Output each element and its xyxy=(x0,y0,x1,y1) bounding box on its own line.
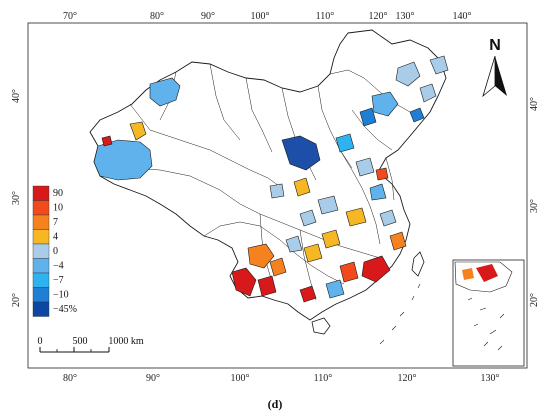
region-sw-lightblue xyxy=(285,235,303,253)
legend-swatch xyxy=(32,229,50,245)
scale-label: 500 xyxy=(73,336,88,347)
region-sw-red-2 xyxy=(257,275,277,297)
region-se-lightblue xyxy=(379,209,397,227)
taiwan-island xyxy=(411,251,425,277)
region-se-red-3 xyxy=(299,285,317,303)
east-islands xyxy=(379,283,421,345)
legend-swatch xyxy=(32,200,50,216)
legend-label: 0 xyxy=(53,246,58,257)
top-tick-label: 90° xyxy=(201,11,215,22)
legend-swatch xyxy=(32,185,50,201)
region-central-blue xyxy=(369,183,387,201)
legend-swatch xyxy=(32,287,50,303)
south-china-sea-inset xyxy=(452,259,525,367)
legend-swatch xyxy=(32,272,50,288)
china-landmass xyxy=(89,29,447,335)
region-orange-west xyxy=(129,121,147,141)
region-central-orange-3 xyxy=(321,229,341,249)
legend: 90 10 7 4 0 −4 −7 −10 −45% xyxy=(32,185,77,317)
region-red-west xyxy=(101,135,113,147)
region-central-lightblue-2 xyxy=(317,195,339,215)
legend-label: 10 xyxy=(53,203,63,214)
inset-islands xyxy=(467,297,505,351)
legend-label: 7 xyxy=(53,217,58,228)
region-central-orange-1 xyxy=(293,177,311,197)
region-ne-cyan xyxy=(335,133,355,153)
left-tick-label: 30° xyxy=(11,191,22,205)
region-ne-blue-3 xyxy=(409,107,425,123)
top-tick-label: 140° xyxy=(453,11,472,22)
region-ne-lightblue-2 xyxy=(419,83,437,103)
right-tick-label: 20° xyxy=(529,293,540,307)
right-axis: 40° 30° 20° xyxy=(529,97,540,307)
bottom-tick-label: 80° xyxy=(63,373,77,384)
legend-label: −7 xyxy=(53,275,64,286)
region-central-lightblue-4 xyxy=(355,157,375,177)
left-tick-label: 40° xyxy=(11,89,22,103)
region-sw-orange xyxy=(247,243,275,269)
left-axis: 40° 30° 20° xyxy=(11,89,22,307)
hainan-island xyxy=(311,317,331,335)
bottom-tick-label: 100° xyxy=(231,373,250,384)
top-tick-label: 100° xyxy=(251,11,270,22)
china-outline xyxy=(89,29,447,321)
legend-swatch xyxy=(32,258,50,274)
region-se-blue xyxy=(325,279,345,299)
region-darkblue-central xyxy=(281,135,321,171)
legend-swatch xyxy=(32,214,50,230)
region-ne-blue-2 xyxy=(359,107,377,127)
left-tick-label: 20° xyxy=(11,293,22,307)
top-tick-label: 70° xyxy=(63,11,77,22)
scale-label: 0 xyxy=(38,336,43,347)
top-tick-label: 120° xyxy=(369,11,388,22)
region-central-orange-2 xyxy=(345,207,367,227)
inset-orange xyxy=(462,268,474,280)
colored-regions xyxy=(93,55,449,303)
north-label: N xyxy=(489,37,501,54)
scale-label: 1000 km xyxy=(108,336,144,347)
top-tick-label: 110° xyxy=(316,11,335,22)
region-ne-lightblue-3 xyxy=(429,55,449,75)
inset-red xyxy=(476,264,498,282)
legend-label: −10 xyxy=(53,290,69,301)
bottom-axis: 80° 90° 100° 110° 120° 130° xyxy=(63,373,500,384)
bottom-tick-label: 90° xyxy=(146,373,160,384)
top-axis: 70° 80° 90° 100° 110° 120° 130° 140° xyxy=(63,11,472,22)
region-central-red xyxy=(375,167,389,181)
region-north-blue xyxy=(149,77,181,107)
region-lightblue-1 xyxy=(269,183,285,199)
bottom-tick-label: 120° xyxy=(398,373,417,384)
legend-swatch xyxy=(32,243,50,259)
north-arrow: N xyxy=(482,37,507,98)
region-se-red-2 xyxy=(339,261,359,283)
top-tick-label: 130° xyxy=(396,11,415,22)
region-sw-orange-2 xyxy=(269,257,287,277)
legend-label: 4 xyxy=(53,232,58,243)
legend-swatch xyxy=(32,301,50,317)
region-sw-orange-3 xyxy=(303,243,323,263)
legend-label: 90 xyxy=(53,188,63,199)
legend-label: −45% xyxy=(53,304,77,315)
region-sw-red xyxy=(231,267,257,297)
scale-bar: 0 500 1000 km xyxy=(38,336,144,353)
right-tick-label: 40° xyxy=(529,97,540,111)
figure-caption: (d) xyxy=(267,397,283,411)
right-tick-label: 30° xyxy=(529,199,540,213)
region-se-orange xyxy=(389,231,407,251)
legend-label: −4 xyxy=(53,261,64,272)
top-tick-label: 80° xyxy=(150,11,164,22)
region-central-lightblue-3 xyxy=(299,209,317,227)
region-west-blue xyxy=(93,139,153,181)
region-ne-blue-1 xyxy=(371,91,399,117)
region-ne-lightblue xyxy=(395,61,421,87)
bottom-tick-label: 130° xyxy=(481,373,500,384)
region-se-red xyxy=(361,255,391,283)
bottom-tick-label: 110° xyxy=(314,373,333,384)
